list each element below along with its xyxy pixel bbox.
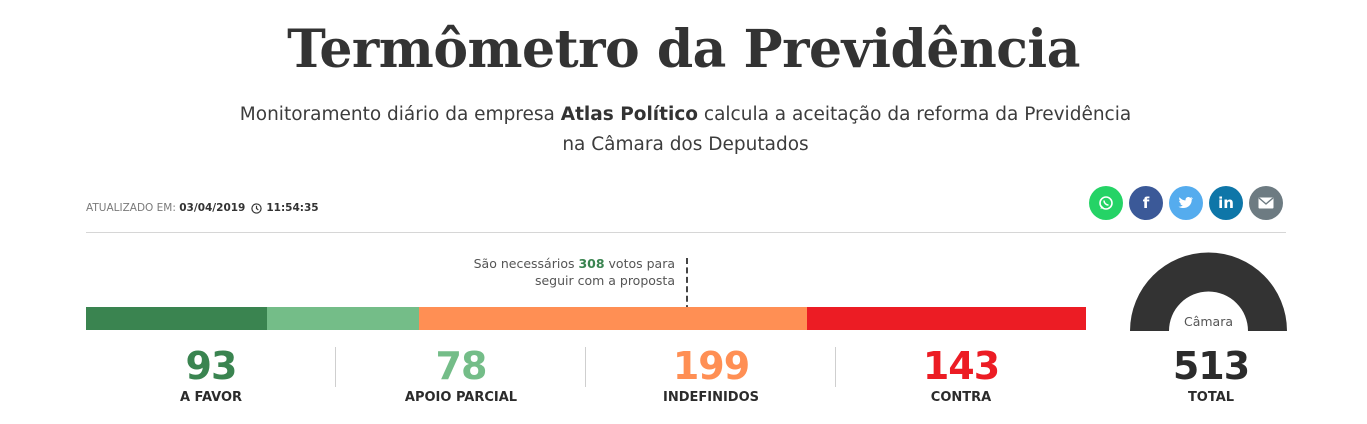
updated-date: 03/04/2019 <box>179 202 246 214</box>
stat-divider <box>585 347 586 387</box>
threshold-text-1: São necessários <box>473 256 579 271</box>
facebook-icon: f <box>1142 194 1150 212</box>
value-label-a-favor: 93 <box>185 344 238 388</box>
gauge-arc <box>1130 252 1287 331</box>
category-label-apoio-parcial: APOIO PARCIAL <box>404 390 518 405</box>
stat-a-favor: 93 A FAVOR <box>86 343 336 407</box>
threshold-text-3: seguir com a proposta <box>534 273 675 288</box>
updated-label: ATUALIZADO EM: <box>86 202 176 214</box>
clock-icon <box>251 202 263 214</box>
category-label-contra: CONTRA <box>930 390 992 405</box>
stat-indefinidos: 199 INDEFINIDOS <box>586 343 836 407</box>
subtitle-company: Atlas Político <box>560 104 699 125</box>
category-label-total: TOTAL <box>1187 390 1235 405</box>
page-subtitle: Monitoramento diário da empresa Atlas Po… <box>233 100 1138 160</box>
votes-bar <box>86 307 1086 330</box>
bar-segment-contra <box>807 307 1086 330</box>
threshold-marker <box>686 258 689 330</box>
linkedin-icon: in <box>1218 194 1234 212</box>
value-label-apoio-parcial: 78 <box>435 344 488 388</box>
value-label-total: 513 <box>1172 344 1250 388</box>
share-linkedin-button[interactable]: in <box>1209 186 1243 220</box>
stat-total: 513 TOTAL <box>1086 343 1336 407</box>
stat-contra: 143 CONTRA <box>836 343 1086 407</box>
updated-info: ATUALIZADO EM: 03/04/2019 11:54:35 <box>86 202 319 214</box>
twitter-icon <box>1178 196 1193 209</box>
gauge-label: Câmara <box>1183 314 1234 329</box>
share-facebook-button[interactable]: f <box>1129 186 1163 220</box>
value-label-indefinidos: 199 <box>672 344 750 388</box>
stat-divider <box>335 347 336 387</box>
updated-time: 11:54:35 <box>266 202 319 214</box>
value-label-contra: 143 <box>922 344 1000 388</box>
email-icon <box>1258 197 1274 209</box>
bar-segment-apoio-parcial <box>267 307 420 330</box>
stat-apoio-parcial: 78 APOIO PARCIAL <box>336 343 586 407</box>
bar-segment-a-favor <box>86 307 268 330</box>
category-label-indefinidos: INDEFINIDOS <box>662 390 760 405</box>
share-twitter-button[interactable] <box>1169 186 1203 220</box>
subtitle-text-2: calcula a aceitação da reforma da Previd… <box>562 104 1132 155</box>
chamber-gauge <box>1130 252 1287 331</box>
stat-divider <box>835 347 836 387</box>
share-email-button[interactable] <box>1249 186 1283 220</box>
threshold-votes: 308 <box>578 256 605 271</box>
share-bar: f in <box>1089 186 1283 220</box>
category-label-a-favor: A FAVOR <box>179 390 243 405</box>
threshold-note: São necessários 308 votos para seguir co… <box>455 255 675 289</box>
bar-segment-indefinidos <box>419 307 808 330</box>
share-whatsapp-button[interactable] <box>1089 186 1123 220</box>
threshold-text-2: votos para <box>604 256 675 271</box>
subtitle-text-1: Monitoramento diário da empresa <box>239 104 561 125</box>
whatsapp-icon <box>1099 196 1113 210</box>
page-title: Termômetro da Previdência <box>287 19 1080 80</box>
divider-rule <box>86 232 1286 233</box>
